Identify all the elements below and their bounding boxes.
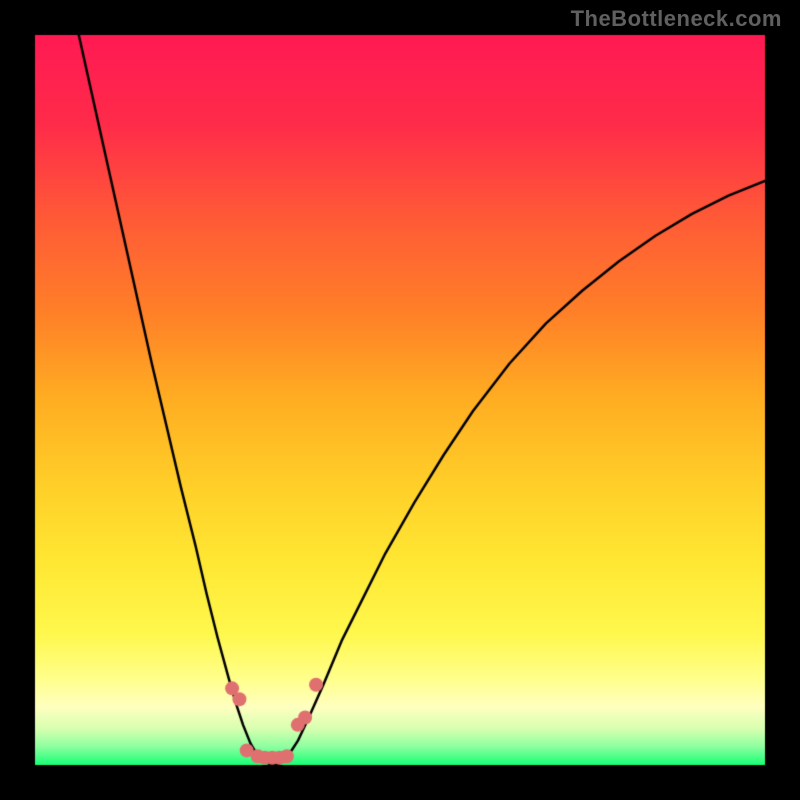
bottleneck-curve-chart — [0, 0, 800, 800]
chart-stage: TheBottleneck.com — [0, 0, 800, 800]
watermark-text: TheBottleneck.com — [571, 6, 782, 32]
